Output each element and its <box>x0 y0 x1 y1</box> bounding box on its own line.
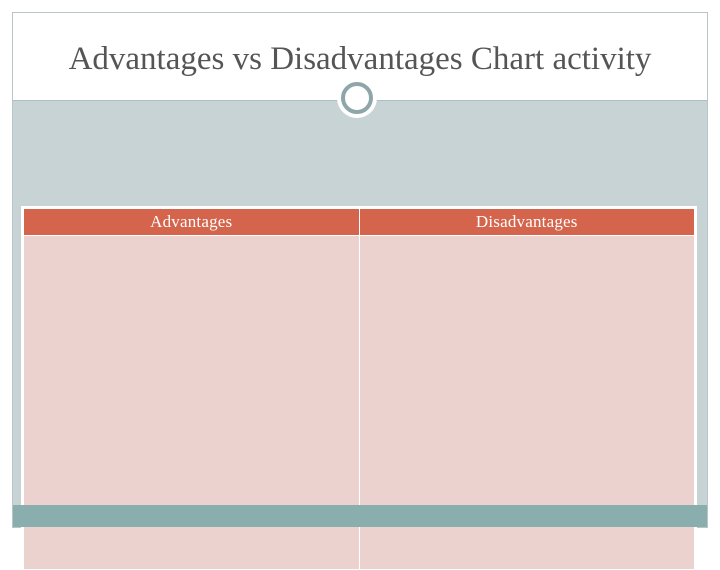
column-header-disadvantages: Disadvantages <box>358 208 695 236</box>
slide-title: Advantages vs Disadvantages Chart activi… <box>68 41 652 77</box>
column-header-advantages: Advantages <box>23 208 360 236</box>
content-area: Advantages Disadvantages <box>13 101 707 570</box>
table-header-row: Advantages Disadvantages <box>23 208 695 236</box>
decorative-circle-icon <box>341 82 373 114</box>
footer-band <box>13 505 707 527</box>
slide: Advantages vs Disadvantages Chart activi… <box>12 12 708 570</box>
